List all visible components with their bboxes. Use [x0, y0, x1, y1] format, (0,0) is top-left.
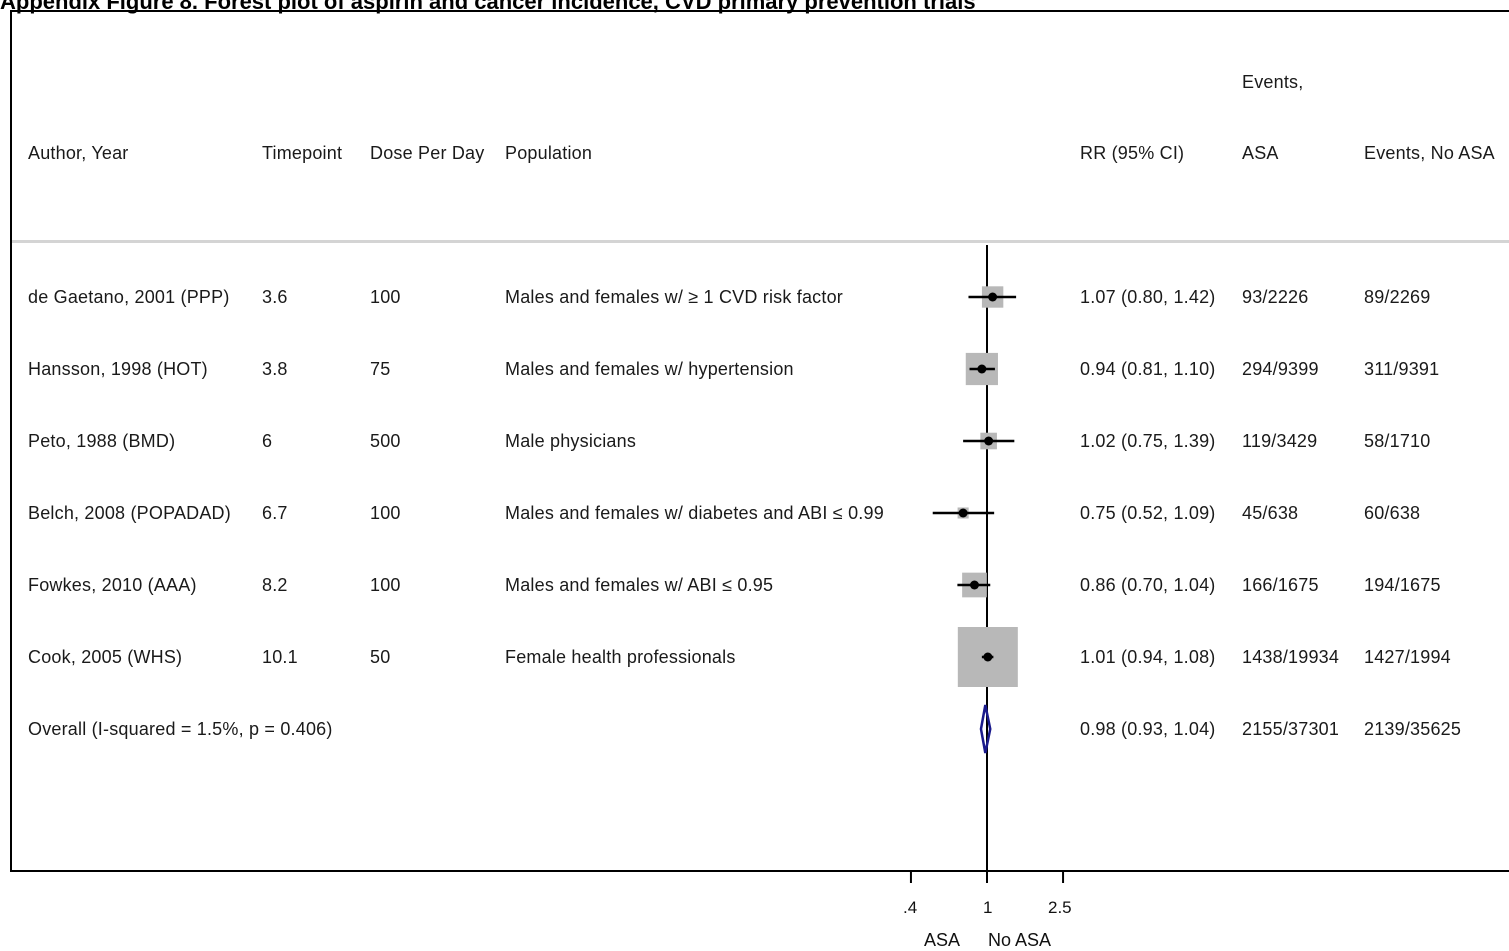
- study-population: Males and females w/ ≥ 1 CVD risk factor: [505, 287, 843, 307]
- study-dose: 100: [370, 503, 401, 523]
- study-population: Males and females w/ ABI ≤ 0.95: [505, 575, 774, 595]
- study-population: Female health professionals: [505, 647, 736, 667]
- study-events-asa: 166/1675: [1242, 575, 1319, 595]
- overall-label: Overall (I-squared = 1.5%, p = 0.406): [28, 719, 333, 739]
- header-events-noasa: Events, No ASA: [1364, 143, 1495, 163]
- study-author: Belch, 2008 (POPADAD): [28, 503, 231, 523]
- study-events-asa: 119/3429: [1242, 431, 1318, 451]
- point-estimate: [983, 652, 993, 662]
- study-dose: 100: [370, 287, 401, 307]
- study-dose: 75: [370, 359, 391, 379]
- study-author: Fowkes, 2010 (AAA): [28, 575, 197, 595]
- study-events-noasa: 60/638: [1364, 503, 1421, 523]
- study-timepoint: 6: [262, 431, 273, 451]
- study-dose: 100: [370, 575, 401, 595]
- header-dose: Dose Per Day: [370, 143, 485, 163]
- study-author: Cook, 2005 (WHS): [28, 647, 183, 667]
- header-author: Author, Year: [28, 143, 129, 163]
- study-rr: 1.02 (0.75, 1.39): [1080, 431, 1216, 451]
- study-events-noasa: 58/1710: [1364, 431, 1431, 451]
- study-population: Males and females w/ diabetes and ABI ≤ …: [505, 503, 884, 523]
- study-rr: 0.75 (0.52, 1.09): [1080, 503, 1216, 523]
- study-events-asa: 1438/19934: [1242, 647, 1340, 667]
- study-timepoint: 10.1: [262, 647, 298, 667]
- study-timepoint: 8.2: [262, 575, 288, 595]
- axis-tick-label: 2.5: [1048, 898, 1072, 917]
- study-dose: 50: [370, 647, 391, 667]
- study-events-noasa: 194/1675: [1364, 575, 1441, 595]
- study-dose: 500: [370, 431, 401, 451]
- study-rr: 0.94 (0.81, 1.10): [1080, 359, 1216, 379]
- overall-rr: 0.98 (0.93, 1.04): [1080, 719, 1216, 739]
- point-estimate: [969, 580, 979, 590]
- study-author: Hansson, 1998 (HOT): [28, 359, 208, 379]
- point-estimate: [988, 292, 998, 302]
- study-events-asa: 45/638: [1242, 503, 1299, 523]
- study-events-noasa: 1427/1994: [1364, 647, 1451, 667]
- study-timepoint: 6.7: [262, 503, 288, 523]
- axis-tick-label: .4: [903, 898, 918, 917]
- header-population: Population: [505, 143, 593, 163]
- overall-diamond: [979, 704, 992, 754]
- plot-frame: [10, 10, 1509, 872]
- study-events-asa: 294/9399: [1242, 359, 1319, 379]
- direction-label-left: ASA: [924, 930, 961, 950]
- study-rr: 1.07 (0.80, 1.42): [1080, 287, 1216, 307]
- direction-label-right: No ASA: [988, 930, 1052, 950]
- overall-events-asa: 2155/37301: [1242, 719, 1340, 739]
- axis-tick-label: 1: [983, 898, 993, 917]
- study-author: de Gaetano, 2001 (PPP): [28, 287, 230, 307]
- overall-events-noasa: 2139/35625: [1364, 719, 1462, 739]
- study-events-noasa: 89/2269: [1364, 287, 1431, 307]
- header-divider: [12, 240, 1509, 243]
- study-rr: 0.86 (0.70, 1.04): [1080, 575, 1216, 595]
- point-estimate: [977, 364, 987, 374]
- study-events-asa: 93/2226: [1242, 287, 1309, 307]
- header-events-asa: ASA: [1242, 143, 1279, 163]
- study-population: Males and females w/ hypertension: [505, 359, 794, 379]
- study-timepoint: 3.8: [262, 359, 288, 379]
- study-timepoint: 3.6: [262, 287, 288, 307]
- header-events-asa-top: Events,: [1242, 72, 1304, 92]
- point-estimate: [984, 436, 994, 446]
- point-estimate: [958, 508, 968, 518]
- study-rr: 1.01 (0.94, 1.08): [1080, 647, 1216, 667]
- header-timepoint: Timepoint: [262, 143, 343, 163]
- study-population: Male physicians: [505, 431, 637, 451]
- study-events-noasa: 311/9391: [1364, 359, 1440, 379]
- study-author: Peto, 1988 (BMD): [28, 431, 176, 451]
- header-rr: RR (95% CI): [1080, 143, 1185, 163]
